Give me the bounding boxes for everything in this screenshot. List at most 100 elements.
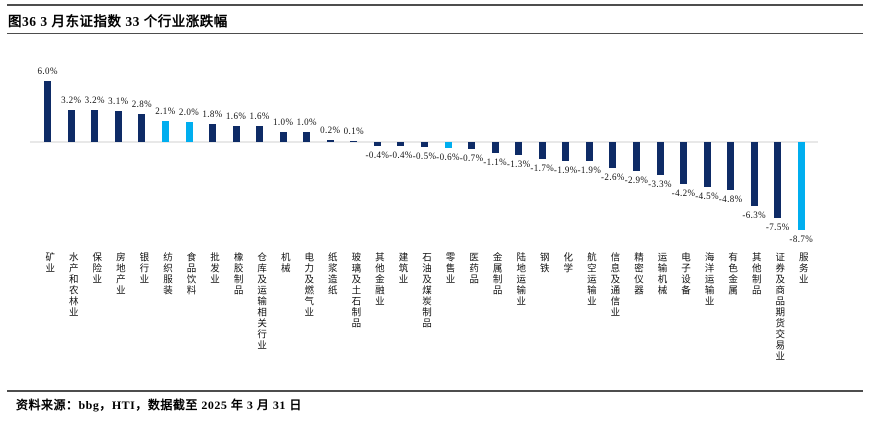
- value-label: -2.9%: [624, 175, 649, 186]
- bar: [67, 109, 75, 142]
- bar: [538, 142, 546, 160]
- category-label: 其他金融业: [372, 252, 383, 307]
- value-label: -4.5%: [695, 191, 719, 202]
- value-label: -3.3%: [648, 179, 672, 190]
- value-label: -6.3%: [742, 209, 767, 220]
- value-label: -0.7%: [459, 153, 484, 164]
- bar: [515, 142, 523, 156]
- value-label: -4.8%: [718, 194, 743, 205]
- bar: [373, 142, 381, 147]
- category-label: 仓库及运输相关行业: [255, 252, 266, 351]
- bar: [491, 142, 499, 154]
- category-label: 信息及通信业: [608, 252, 619, 318]
- value-label: 1.6%: [225, 110, 247, 121]
- category-label: 陆地运输业: [514, 252, 525, 307]
- value-label: -4.2%: [671, 188, 696, 199]
- value-label: -1.9%: [553, 165, 578, 176]
- category-label: 其他制品: [749, 252, 760, 296]
- category-label: 钢铁: [537, 252, 548, 274]
- bar: [279, 131, 287, 142]
- value-label: 0.2%: [320, 124, 341, 135]
- bar: [585, 142, 593, 162]
- value-label: 3.2%: [84, 94, 105, 105]
- bar: [350, 140, 358, 142]
- value-label: -7.5%: [765, 221, 790, 232]
- source-note: 资料来源：bbg，HTI，数据截至 2025 年 3 月 31 日: [16, 398, 302, 412]
- value-label: -0.4%: [389, 150, 413, 161]
- value-label: 1.8%: [202, 108, 223, 119]
- category-label: 运输机械: [655, 252, 666, 296]
- category-label: 服务业: [796, 252, 807, 285]
- bar: [232, 125, 240, 142]
- category-label: 纸浆造纸: [325, 252, 336, 296]
- category-label: 电力及燃气业: [302, 252, 313, 318]
- bar: [138, 113, 146, 142]
- bar: [656, 142, 664, 176]
- category-label: 批发业: [208, 252, 219, 285]
- bar: [161, 120, 169, 142]
- value-label: -0.6%: [436, 152, 460, 163]
- value-label: -1.1%: [483, 157, 508, 168]
- category-label: 房地产业: [113, 252, 124, 296]
- category-label: 零售业: [443, 252, 454, 285]
- bar: [185, 121, 193, 142]
- category-label: 精密仪器: [631, 252, 642, 296]
- bar: [562, 142, 570, 162]
- bar: [303, 131, 311, 142]
- figure-title: 图36 3 月东证指数 33 个行业涨跌幅: [8, 14, 228, 29]
- value-label: 1.0%: [273, 116, 294, 127]
- bar: [444, 142, 452, 149]
- category-label: 有色金属: [726, 252, 737, 296]
- value-label: 2.1%: [155, 105, 176, 116]
- value-label: -2.6%: [601, 172, 625, 183]
- bar: [632, 142, 640, 172]
- category-label: 化学: [561, 252, 572, 274]
- bar: [326, 139, 334, 142]
- category-label: 航空运输业: [584, 252, 595, 307]
- category-label: 石油及煤炭制品: [420, 252, 430, 329]
- category-label: 建筑业: [396, 252, 407, 285]
- bar: [468, 142, 476, 150]
- value-label: -0.5%: [412, 151, 437, 162]
- value-label: 6.0%: [37, 66, 58, 77]
- bar: [609, 142, 617, 169]
- bar: [397, 142, 405, 147]
- category-label: 海洋运输业: [702, 252, 713, 307]
- category-label: 医药品: [467, 252, 478, 285]
- category-label: 橡胶制品: [231, 252, 242, 296]
- bar: [727, 142, 735, 191]
- value-label: 2.0%: [178, 106, 200, 117]
- value-label: 0.1%: [343, 125, 365, 136]
- bar: [421, 142, 428, 148]
- value-label: -1.3%: [506, 159, 531, 170]
- value-label: 1.6%: [249, 110, 270, 121]
- bar: [91, 109, 99, 142]
- bar: [750, 142, 758, 206]
- category-label: 机械: [278, 252, 289, 274]
- bar: [774, 142, 782, 218]
- bar: [680, 142, 688, 185]
- value-label: -8.7%: [789, 233, 814, 244]
- category-label: 纺织服装: [160, 252, 171, 296]
- footer-rule: [7, 390, 863, 392]
- category-label: 食品饮料: [184, 252, 195, 296]
- bar: [209, 123, 217, 142]
- bar: [114, 110, 122, 142]
- category-label: 证券及商品期货交易业: [773, 252, 784, 362]
- category-label: 电子设备: [679, 252, 690, 296]
- bar: [44, 81, 52, 142]
- bar: [703, 142, 711, 188]
- top-rule: [7, 4, 863, 6]
- category-label: 金属制品: [490, 252, 501, 296]
- value-label: -1.9%: [577, 165, 602, 176]
- bar: [256, 125, 264, 142]
- value-label: 3.2%: [61, 94, 82, 105]
- value-label: 3.1%: [108, 95, 129, 106]
- category-label: 保险业: [90, 252, 101, 285]
- category-label: 水产和农林业: [66, 252, 77, 318]
- category-label: 银行业: [137, 252, 148, 285]
- value-label: -1.7%: [530, 163, 555, 174]
- title-divider-rule: [7, 33, 863, 35]
